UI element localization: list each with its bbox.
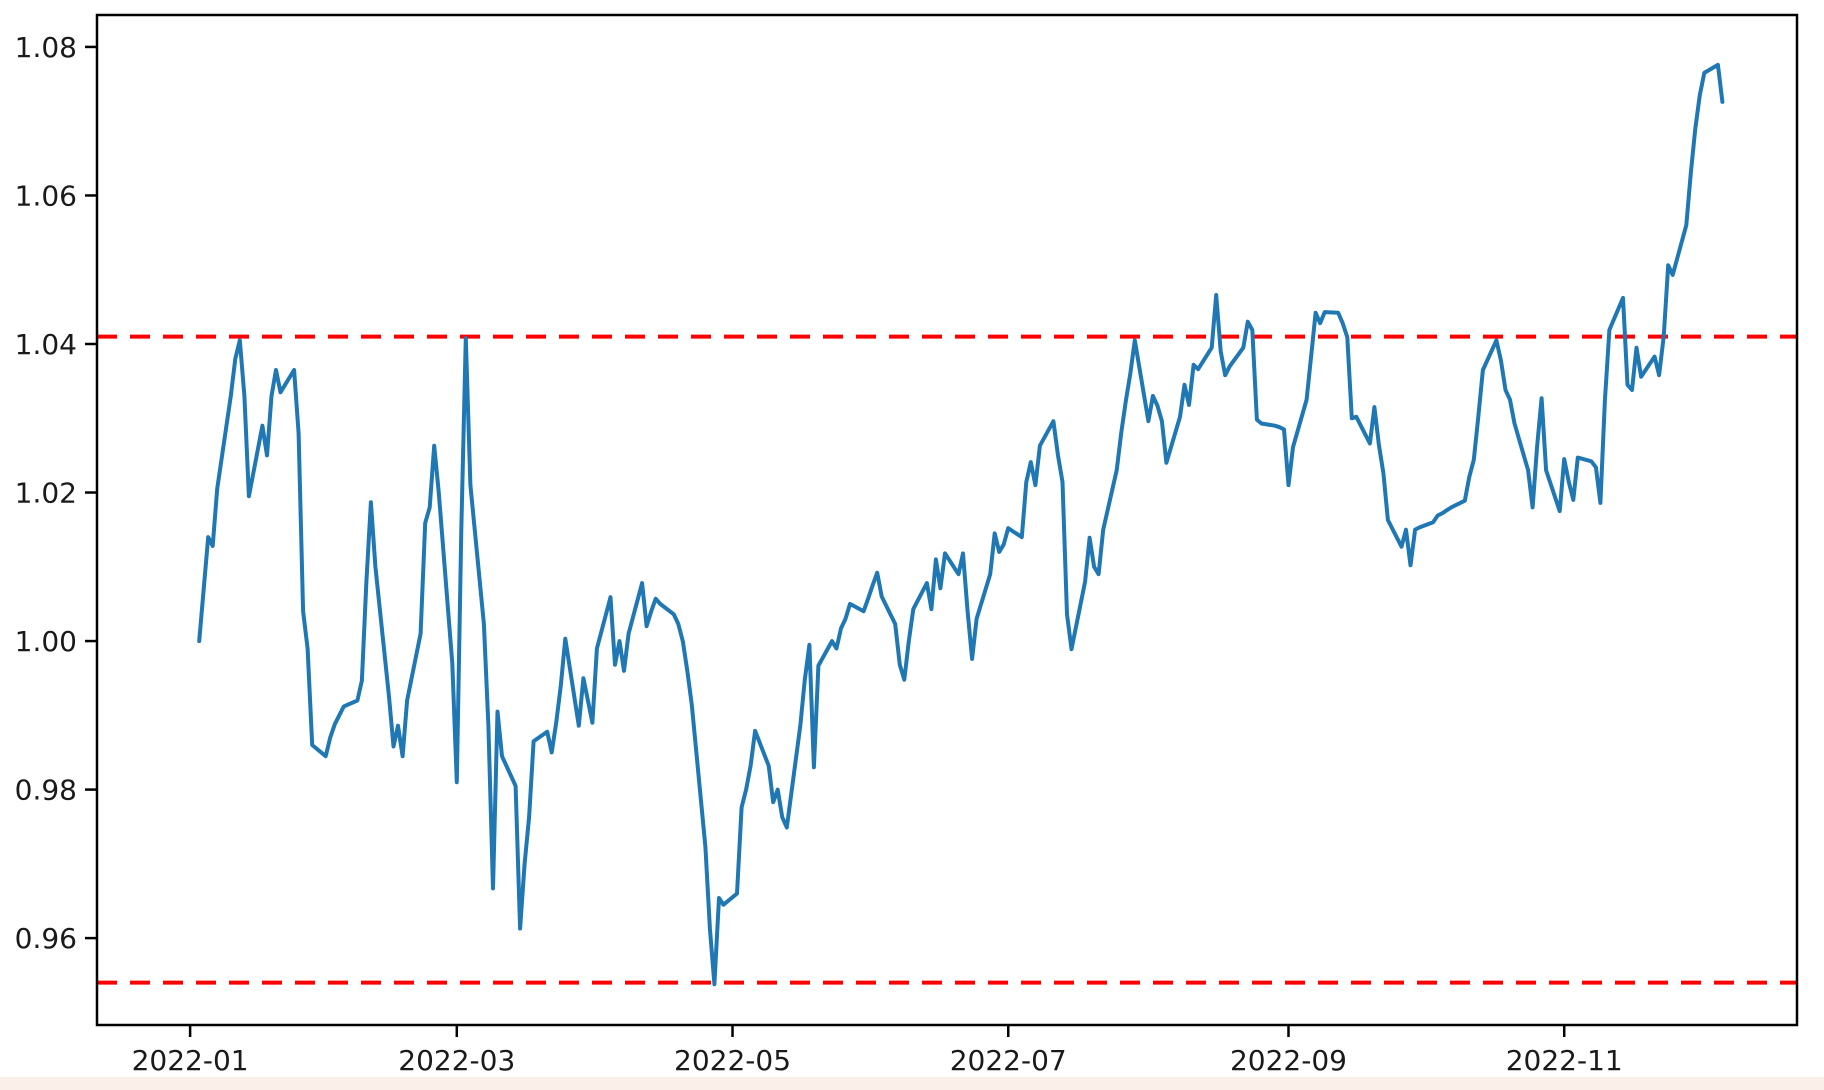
y-tick-label: 0.98 [15, 774, 77, 807]
x-tick-label: 2022-11 [1506, 1044, 1623, 1077]
price-line [197, 62, 1725, 987]
x-tick-label: 2022-07 [950, 1044, 1067, 1077]
x-tick-label: 2022-01 [132, 1044, 249, 1077]
plot-border [95, 13, 1799, 1027]
y-tick-label: 1.08 [15, 31, 77, 64]
bottom-strip [0, 1077, 1824, 1090]
y-tick-label: 1.06 [15, 179, 77, 212]
y-tick-label: 1.00 [15, 625, 77, 658]
x-tick-label: 2022-03 [398, 1044, 515, 1077]
x-tick-label: 2022-05 [674, 1044, 791, 1077]
y-tick-label: 1.02 [15, 477, 77, 510]
y-tick-label: 1.04 [15, 328, 77, 361]
x-tick-label: 2022-09 [1230, 1044, 1347, 1077]
y-tick-label: 0.96 [15, 922, 77, 955]
